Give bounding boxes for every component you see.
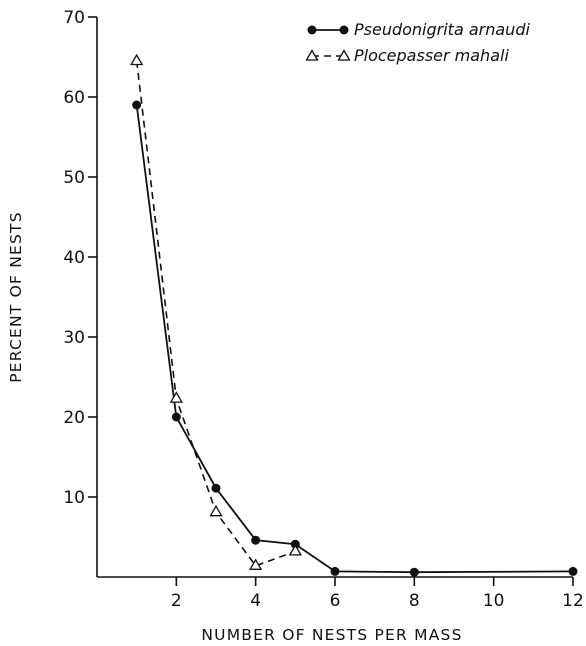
data-point-circle — [132, 100, 142, 110]
data-point-triangle — [249, 558, 263, 570]
legend-label-1: Plocepasser mahali — [354, 46, 509, 65]
legend-marker-circle — [307, 25, 317, 35]
legend-item-plocepasser: Plocepasser mahali — [305, 46, 509, 65]
x-tick-label: 10 — [483, 591, 505, 611]
data-point-triangle — [209, 504, 223, 517]
x-axis-title: NUMBER OF NESTS PER MASS — [201, 626, 462, 644]
legend-marker-circle — [339, 25, 349, 35]
data-point-circle — [330, 566, 340, 576]
y-tick-label: 50 — [63, 168, 85, 188]
series-line-0 — [135, 104, 574, 574]
data-point-circle — [568, 566, 578, 576]
x-tick-label: 12 — [562, 591, 584, 611]
series-layer — [130, 53, 578, 577]
y-tick-label: 40 — [63, 248, 85, 268]
y-tick-label: 10 — [63, 488, 85, 508]
x-tick-label: 2 — [171, 591, 182, 611]
y-axis-title: PERCENT OF NESTS — [7, 211, 25, 383]
data-point-triangle — [169, 391, 183, 403]
y-axis-ticks: 10 20 30 40 50 60 70 — [63, 8, 97, 508]
legend: Pseudonigrita arnaudi Plocepasser mahali — [305, 20, 530, 65]
axes — [96, 17, 573, 578]
data-point-circle — [211, 483, 221, 493]
data-point-circle — [251, 535, 261, 545]
y-tick-label: 70 — [63, 8, 85, 28]
legend-label-0: Pseudonigrita arnaudi — [354, 20, 530, 39]
y-tick-label: 30 — [63, 328, 85, 348]
x-tick-label: 8 — [409, 591, 420, 611]
data-point-circle — [171, 412, 181, 422]
data-point-triangle — [130, 53, 144, 66]
data-point-triangle — [288, 544, 302, 556]
legend-marker-triangle — [305, 49, 319, 61]
data-point-circle — [409, 567, 419, 577]
x-tick-label: 4 — [250, 591, 261, 611]
x-tick-label: 6 — [330, 591, 341, 611]
y-tick-label: 20 — [63, 408, 85, 428]
y-tick-label: 60 — [63, 88, 85, 108]
x-axis-ticks: 2 4 6 8 10 12 — [171, 577, 584, 611]
legend-marker-triangle — [337, 49, 351, 61]
legend-item-pseudonigrita: Pseudonigrita arnaudi — [307, 20, 530, 39]
